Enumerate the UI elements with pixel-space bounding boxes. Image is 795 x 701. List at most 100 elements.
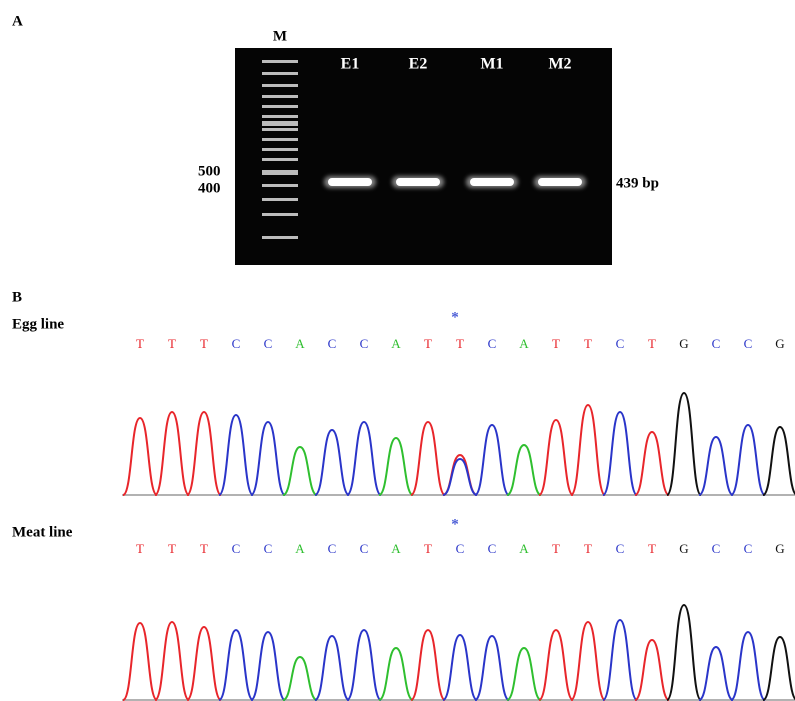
- base: A: [519, 541, 529, 556]
- base: C: [264, 336, 273, 351]
- base: C: [712, 336, 721, 351]
- base: C: [616, 541, 625, 556]
- peak: [667, 393, 701, 495]
- peak: [251, 422, 285, 495]
- ladder-band: [262, 115, 298, 118]
- peak: [571, 405, 605, 495]
- base: C: [456, 541, 465, 556]
- peak: [315, 636, 349, 700]
- base: T: [168, 541, 176, 556]
- ladder-band: [262, 121, 298, 126]
- ladder-band: [262, 72, 298, 75]
- peak: [475, 425, 509, 495]
- base: C: [360, 336, 369, 351]
- base: T: [200, 336, 208, 351]
- peak: [635, 640, 669, 700]
- ladder-band: [262, 198, 298, 201]
- base: C: [744, 336, 753, 351]
- base: C: [232, 336, 241, 351]
- base: T: [136, 336, 144, 351]
- size-marker: 400: [198, 180, 221, 196]
- peak: [219, 630, 253, 700]
- base: T: [168, 336, 176, 351]
- ladder-band: [262, 236, 298, 239]
- base: T: [424, 336, 432, 351]
- base: A: [519, 336, 529, 351]
- panel-label: A: [12, 13, 23, 29]
- base: T: [456, 336, 464, 351]
- peak: [731, 425, 765, 495]
- peak: [699, 437, 733, 495]
- base: T: [648, 541, 656, 556]
- peak: [411, 630, 445, 700]
- peak: [283, 657, 317, 700]
- base: T: [584, 336, 592, 351]
- base: G: [775, 541, 784, 556]
- peak: [763, 637, 795, 700]
- snp-marker: *: [451, 516, 459, 532]
- figure: A M 500 400 439 bp B E1E2M1M2Egg line*TT…: [0, 0, 795, 701]
- ladder-band: [262, 148, 298, 151]
- band: [538, 178, 582, 186]
- base: T: [648, 336, 656, 351]
- ladder-band: [262, 170, 298, 175]
- base: C: [488, 541, 497, 556]
- peak: [155, 412, 189, 495]
- ladder-band: [262, 158, 298, 161]
- lane-label: M2: [548, 56, 571, 73]
- ladder-band: [262, 84, 298, 87]
- peak: [155, 622, 189, 700]
- peak: [315, 430, 349, 495]
- peak: [667, 605, 701, 700]
- peak: [347, 630, 381, 700]
- base: C: [232, 541, 241, 556]
- track-label: Meat line: [12, 524, 73, 540]
- peak: [123, 418, 157, 495]
- base: G: [679, 541, 688, 556]
- base: T: [136, 541, 144, 556]
- peak: [635, 432, 669, 495]
- ladder-band: [262, 60, 298, 63]
- base: A: [295, 541, 305, 556]
- lane-label: E1: [341, 56, 360, 73]
- base: C: [328, 336, 337, 351]
- ladder-band: [262, 138, 298, 141]
- base: C: [712, 541, 721, 556]
- track-label: Egg line: [12, 316, 64, 332]
- peak: [379, 648, 413, 700]
- peak: [539, 630, 573, 700]
- base: A: [391, 541, 401, 556]
- peak: [187, 627, 221, 700]
- band: [396, 178, 440, 186]
- peak: [411, 422, 445, 495]
- panel-label: B: [12, 289, 22, 305]
- peak: [379, 438, 413, 495]
- lane-label: E2: [409, 56, 428, 73]
- lane-label: M1: [480, 56, 503, 73]
- marker-lane-label: M: [273, 28, 287, 44]
- base: A: [391, 336, 401, 351]
- peak: [347, 422, 381, 495]
- base: T: [200, 541, 208, 556]
- peak: [603, 620, 637, 700]
- base: G: [679, 336, 688, 351]
- peak: [571, 622, 605, 700]
- snp-marker: *: [451, 309, 459, 325]
- peak: [443, 635, 477, 700]
- peak: [283, 447, 317, 495]
- band: [470, 178, 514, 186]
- ladder-band: [262, 95, 298, 98]
- ladder-band: [262, 184, 298, 187]
- base: T: [424, 541, 432, 556]
- peak: [475, 636, 509, 700]
- base: T: [584, 541, 592, 556]
- base: C: [264, 541, 273, 556]
- peak: [763, 427, 795, 495]
- peak: [699, 647, 733, 700]
- peak: [731, 632, 765, 700]
- base: T: [552, 541, 560, 556]
- ladder-band: [262, 105, 298, 108]
- base: T: [552, 336, 560, 351]
- base: A: [295, 336, 305, 351]
- band: [328, 178, 372, 186]
